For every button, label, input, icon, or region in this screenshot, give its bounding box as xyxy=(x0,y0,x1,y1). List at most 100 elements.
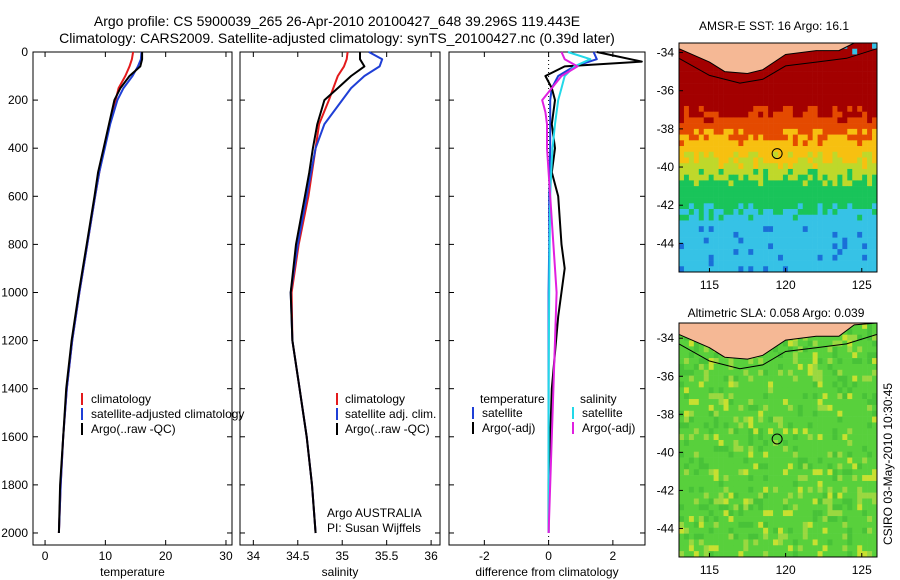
map-cell xyxy=(733,551,739,558)
map-cell xyxy=(852,260,858,267)
map-cell xyxy=(867,163,873,170)
map-cell xyxy=(822,151,828,158)
map-cell xyxy=(817,422,823,429)
map-cell xyxy=(708,457,714,464)
map-cell xyxy=(743,404,749,412)
map-cell xyxy=(822,527,828,534)
map-cell xyxy=(797,203,804,210)
map-cell xyxy=(723,492,729,499)
map-cell xyxy=(802,492,808,499)
map-cell xyxy=(713,151,719,158)
map-cell xyxy=(679,231,685,238)
map-cell xyxy=(703,123,709,130)
map-cell xyxy=(847,410,853,417)
map-cell xyxy=(842,203,848,210)
map-cell xyxy=(867,533,873,540)
map-cell xyxy=(718,457,724,464)
map-cell xyxy=(753,266,759,273)
map-cell xyxy=(852,410,858,417)
map-cell xyxy=(683,191,690,198)
map-cell xyxy=(827,457,833,464)
map-cell xyxy=(807,510,813,517)
map-cell xyxy=(787,451,794,458)
map-cell xyxy=(753,100,759,107)
map-cell xyxy=(837,140,843,147)
map-cell xyxy=(683,527,690,534)
map-cell xyxy=(817,100,823,107)
map-cell xyxy=(817,387,823,394)
map-cell xyxy=(703,128,709,135)
map-cell xyxy=(807,475,813,482)
map-cell xyxy=(862,457,868,464)
map-cell xyxy=(758,387,764,394)
map-cell xyxy=(842,249,848,256)
map-cell xyxy=(862,128,868,135)
map-cell xyxy=(822,387,828,394)
map-cell xyxy=(807,220,813,227)
map-cell xyxy=(743,445,749,452)
map-cell xyxy=(698,88,705,95)
map-cell xyxy=(832,203,838,210)
map-cell xyxy=(773,197,779,204)
map-cell xyxy=(713,226,719,233)
map-cell xyxy=(797,375,804,382)
map-cell xyxy=(827,381,833,388)
map-cell xyxy=(802,65,808,72)
map-cell xyxy=(832,60,838,67)
map-cell xyxy=(703,457,709,464)
map-cell xyxy=(703,399,709,406)
map-cell xyxy=(822,237,828,244)
map-cell xyxy=(857,65,863,72)
map-cell xyxy=(733,163,739,170)
map-cell xyxy=(827,434,833,441)
map-cell xyxy=(733,434,739,441)
map-cell xyxy=(827,214,833,221)
map-cell xyxy=(693,539,700,546)
map-cell xyxy=(693,140,700,147)
map-cell xyxy=(738,539,744,546)
map-cell xyxy=(768,410,774,417)
map-cell xyxy=(787,545,794,552)
map-cell xyxy=(837,77,843,84)
map-cell xyxy=(822,428,828,435)
map-cell xyxy=(872,516,878,523)
map-cell xyxy=(688,486,695,493)
map-cell xyxy=(817,237,823,244)
map-cell xyxy=(748,111,754,118)
map-cell xyxy=(723,83,729,90)
map-cell xyxy=(763,539,769,546)
map-cell xyxy=(708,123,714,130)
map-cell xyxy=(708,71,714,78)
map-cell xyxy=(703,358,709,365)
map-cell xyxy=(703,434,709,441)
map-cell xyxy=(758,197,764,204)
map-cell xyxy=(872,157,878,164)
map-cell xyxy=(862,516,868,523)
map-cell xyxy=(778,111,784,118)
map-cell xyxy=(857,100,863,107)
map-cell xyxy=(743,100,749,107)
map-cell xyxy=(773,469,779,476)
map-cell xyxy=(778,140,784,147)
map-cell xyxy=(822,174,828,181)
map-cell xyxy=(867,328,873,335)
map-cell xyxy=(733,94,739,101)
map-cell xyxy=(872,151,878,158)
map-cell xyxy=(773,440,779,447)
map-cell xyxy=(698,498,705,505)
map-cell xyxy=(807,203,813,210)
map-cell xyxy=(817,254,823,261)
map-cell xyxy=(797,163,804,170)
map-cell xyxy=(832,422,838,429)
map-cell xyxy=(792,492,799,499)
map-cell xyxy=(738,134,744,141)
map-cell xyxy=(837,340,843,347)
map-cell xyxy=(763,65,769,72)
map-cell xyxy=(792,111,799,118)
map-cell xyxy=(792,105,799,112)
map-cell xyxy=(713,533,719,540)
map-cell xyxy=(802,146,808,153)
map-cell xyxy=(679,393,685,400)
map-cell xyxy=(753,71,759,78)
map-cell xyxy=(837,197,843,204)
